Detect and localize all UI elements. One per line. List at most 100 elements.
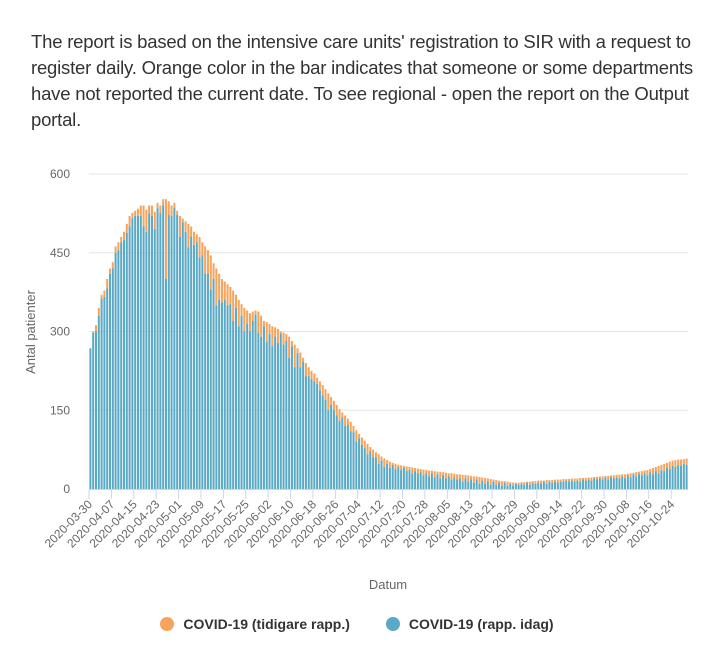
bar-earlier-reported <box>332 400 335 411</box>
y-axis-labels: 0 150 300 450 600 <box>50 167 70 496</box>
bar-reported-today <box>192 244 195 489</box>
bar-reported-today <box>265 342 268 489</box>
bar-reported-today <box>593 478 596 489</box>
bar-earlier-reported <box>257 311 260 333</box>
bar-reported-today <box>89 348 92 489</box>
bar-reported-today <box>439 478 442 489</box>
bar-earlier-reported <box>223 281 226 300</box>
bar-earlier-reported <box>649 469 652 473</box>
bar-reported-today <box>134 216 137 489</box>
bar-earlier-reported <box>433 471 436 478</box>
blue-dot-icon <box>385 617 400 631</box>
bar-earlier-reported <box>467 475 470 482</box>
bar-earlier-reported <box>604 475 607 478</box>
bar-reported-today <box>128 226 131 489</box>
bar-earlier-reported <box>486 478 489 482</box>
bar-earlier-reported <box>162 199 165 206</box>
bar-reported-today <box>671 465 674 489</box>
bar-earlier-reported <box>461 474 464 482</box>
bar-reported-today <box>209 289 212 489</box>
bar-reported-today <box>324 399 327 489</box>
bar-earlier-reported <box>632 472 635 475</box>
legend-item-reported-today[interactable]: COVID-19 (rapp. idag) <box>385 616 554 632</box>
bar-earlier-reported <box>206 250 209 274</box>
bar-earlier-reported <box>363 440 366 449</box>
bar-earlier-reported <box>596 476 599 480</box>
bar-reported-today <box>268 334 271 489</box>
bar-earlier-reported <box>542 480 545 482</box>
bar-earlier-reported <box>598 476 601 479</box>
bar-earlier-reported <box>187 223 190 248</box>
bar-reported-today <box>537 482 540 489</box>
bar-reported-today <box>556 482 559 489</box>
bar-reported-today <box>360 444 363 489</box>
bar-earlier-reported <box>685 458 688 465</box>
bar-reported-today <box>484 483 487 489</box>
bar-reported-today <box>142 226 145 489</box>
bar-reported-today <box>626 475 629 489</box>
bar-reported-today <box>94 331 98 489</box>
bar-earlier-reported <box>136 208 139 216</box>
bar-reported-today <box>195 242 198 489</box>
bar-earlier-reported <box>352 426 355 433</box>
bar-reported-today <box>226 305 229 489</box>
bar-reported-today <box>512 485 515 489</box>
bar-earlier-reported <box>153 211 156 230</box>
bar-reported-today <box>150 216 153 489</box>
bar-earlier-reported <box>489 479 492 485</box>
bar-earlier-reported <box>346 418 349 425</box>
bar-reported-today <box>528 484 531 489</box>
bar-reported-today <box>573 481 576 489</box>
bar-reported-today <box>576 480 579 489</box>
bar-reported-today <box>612 478 615 489</box>
bar-reported-today <box>551 482 554 489</box>
bar-reported-today <box>531 482 534 489</box>
bar-reported-today <box>660 470 663 489</box>
bar-earlier-reported <box>624 474 627 479</box>
bar-reported-today <box>223 300 226 489</box>
bar-reported-today <box>582 479 585 489</box>
bar-earlier-reported <box>520 482 523 484</box>
bar-reported-today <box>458 478 461 489</box>
bar-reported-today <box>604 477 607 489</box>
bar-reported-today <box>419 472 422 489</box>
bar-reported-today <box>316 384 319 489</box>
bar-earlier-reported <box>198 237 201 258</box>
bar-reported-today <box>335 415 338 489</box>
bar-earlier-reported <box>663 463 666 472</box>
bar-earlier-reported <box>677 459 680 465</box>
bar-earlier-reported <box>579 477 582 482</box>
bar-reported-today <box>293 367 296 489</box>
bar-reported-today <box>520 483 523 489</box>
bar-earlier-reported <box>388 461 391 468</box>
bar-earlier-reported <box>615 474 618 478</box>
bar-earlier-reported <box>551 480 554 483</box>
bar-reported-today <box>682 463 685 489</box>
bar-reported-today <box>453 477 456 489</box>
bar-earlier-reported <box>593 476 596 479</box>
bar-earlier-reported <box>341 412 344 418</box>
bar-earlier-reported <box>369 447 372 452</box>
x-axis-title: Datum <box>369 577 407 592</box>
bar-earlier-reported <box>464 474 467 479</box>
bar-reported-today <box>428 476 431 489</box>
bar-earlier-reported <box>268 324 271 335</box>
bar-reported-today <box>548 481 551 489</box>
bar-earlier-reported <box>573 478 576 482</box>
bar-earlier-reported <box>92 331 95 333</box>
legend-item-earlier-reported[interactable]: COVID-19 (tidigare rapp.) <box>160 616 350 632</box>
bar-earlier-reported <box>626 473 629 476</box>
bar-earlier-reported <box>173 202 176 208</box>
bar-earlier-reported <box>450 473 453 480</box>
bar-reported-today <box>514 483 517 489</box>
bar-reported-today <box>262 326 265 489</box>
bar-reported-today <box>229 304 232 489</box>
bar-reported-today <box>304 376 307 489</box>
bar-earlier-reported <box>114 246 117 253</box>
bar-earlier-reported <box>601 476 604 480</box>
bar-earlier-reported <box>439 471 442 479</box>
bar-reported-today <box>366 454 369 489</box>
bar-reported-today <box>542 481 545 489</box>
bar-reported-today <box>377 463 380 489</box>
bar-reported-today <box>274 336 277 489</box>
